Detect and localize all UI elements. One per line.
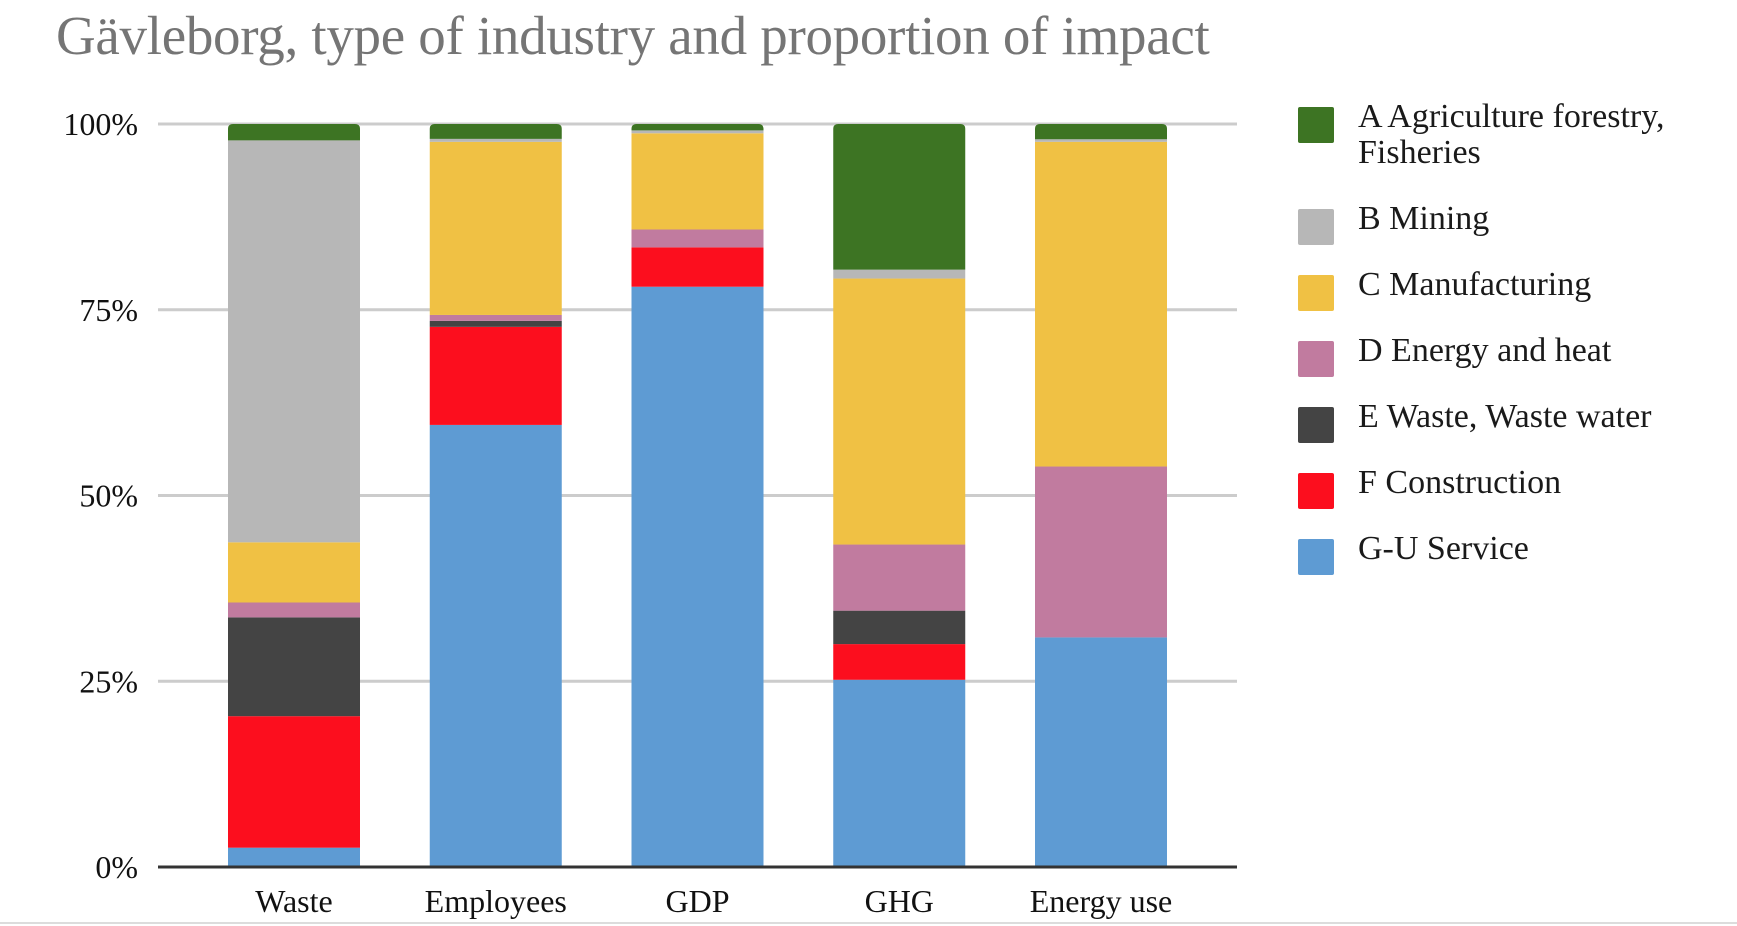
bar-stack-employees (429, 124, 562, 867)
bars (228, 124, 1167, 867)
bar-segment (833, 610, 966, 645)
bar-segment (631, 247, 764, 287)
bar-segment (228, 617, 360, 717)
bar-segment (631, 130, 764, 134)
y-axis-tick-labels: 0% 25% 50% 75% 100% (63, 106, 138, 885)
legend-label: A Agriculture forestry, Fisheries (1358, 98, 1665, 171)
bar-stack-ghg (833, 124, 966, 867)
x-category-label: GDP (665, 883, 729, 919)
bar-segment (833, 544, 966, 611)
bar-stack-energy-use (1035, 124, 1167, 867)
legend-swatch (1298, 209, 1334, 245)
bar-segment (228, 124, 360, 141)
legend-swatch (1298, 275, 1334, 311)
bar-segment (1035, 139, 1167, 142)
bar-segment (228, 542, 360, 603)
bar-segment (631, 133, 764, 230)
x-category-label: Employees (425, 883, 567, 919)
legend-label: F Construction (1358, 464, 1562, 501)
y-tick-label: 50% (79, 478, 138, 514)
legend-label: B Mining (1358, 200, 1490, 237)
bar-segment (429, 424, 562, 867)
bar-segment (833, 644, 966, 680)
bar-segment (1035, 141, 1167, 467)
legend-swatch (1298, 107, 1334, 143)
legend-label: G-U Service (1358, 530, 1529, 567)
y-tick-label: 0% (95, 849, 138, 885)
x-category-label: Waste (255, 883, 332, 919)
bar-segment (429, 320, 562, 327)
bar-segment (429, 124, 562, 139)
y-tick-label: 25% (79, 663, 138, 699)
legend-label: E Waste, Waste water (1358, 398, 1652, 435)
bar-stack-waste (228, 124, 360, 867)
y-tick-label: 100% (63, 106, 138, 142)
bar-segment (1035, 637, 1167, 867)
bar-segment (833, 124, 966, 270)
bar-segment (833, 278, 966, 545)
bar-segment (228, 847, 360, 867)
bar-stack-gdp (631, 124, 764, 867)
legend-swatch (1298, 473, 1334, 509)
bar-segment (631, 229, 764, 248)
bar-segment (1035, 466, 1167, 638)
x-category-label: GHG (865, 883, 934, 919)
bar-segment (1035, 124, 1167, 140)
bottom-divider (0, 922, 1737, 924)
legend-swatch (1298, 407, 1334, 443)
x-axis-category-labels: Waste Employees GDP GHG Energy use (255, 883, 1172, 919)
bar-segment (429, 141, 562, 315)
bar-segment (228, 602, 360, 618)
legend-swatch (1298, 539, 1334, 575)
legend-swatch (1298, 341, 1334, 377)
legend-label: C Manufacturing (1358, 266, 1592, 303)
bar-segment (429, 314, 562, 321)
bar-segment (631, 124, 764, 131)
bar-segment (228, 716, 360, 848)
chart-title: Gävleborg, type of industry and proporti… (56, 5, 1210, 66)
x-category-label: Energy use (1030, 883, 1172, 919)
bar-segment (833, 679, 966, 867)
legend-label: D Energy and heat (1358, 332, 1612, 369)
bar-segment (228, 140, 360, 543)
bar-segment (429, 138, 562, 142)
y-tick-label: 75% (79, 292, 138, 328)
bar-segment (833, 269, 966, 279)
bar-segment (429, 326, 562, 425)
bar-segment (631, 286, 764, 867)
